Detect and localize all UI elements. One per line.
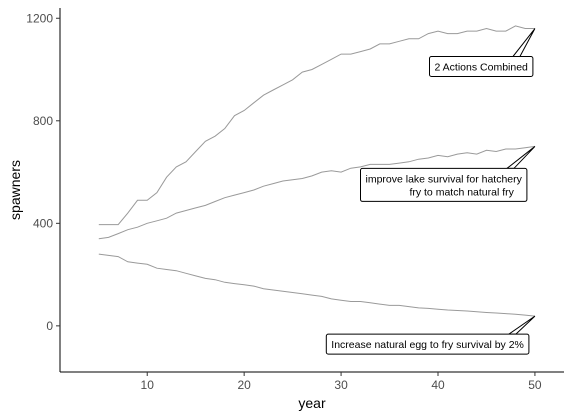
x-ticks: 10 20 30 40 50 xyxy=(141,372,542,392)
annotation-pointer xyxy=(505,146,536,169)
annotation-pointer xyxy=(507,315,536,335)
x-tick-label: 20 xyxy=(237,378,251,392)
x-tick-label: 30 xyxy=(334,378,348,392)
x-tick-label: 50 xyxy=(528,378,542,392)
y-tick-label: 800 xyxy=(33,114,53,128)
series-line-2 xyxy=(98,145,535,240)
y-tick-label: 0 xyxy=(46,319,53,333)
x-axis-title: year xyxy=(298,395,326,411)
annotation-text: Increase natural egg to fry survival by … xyxy=(331,339,524,351)
x-tick-label: 40 xyxy=(431,378,445,392)
annotation-text: improve lake survival for hatchery xyxy=(365,173,522,185)
y-axis-title: spawners xyxy=(7,160,23,220)
annotation-3: Increase natural egg to fry survival by … xyxy=(325,315,536,355)
y-tick-label: 1200 xyxy=(26,11,53,25)
x-tick-label: 10 xyxy=(141,378,155,392)
annotations: 2 Actions Combined improve lake survival … xyxy=(325,28,536,355)
annotation-text: fry to match natural fry xyxy=(409,186,514,198)
annotation-box xyxy=(360,167,528,202)
annotation-text: 2 Actions Combined xyxy=(435,62,529,74)
y-ticks: 0 400 800 1200 xyxy=(26,11,60,333)
annotation-1: 2 Actions Combined xyxy=(429,28,536,78)
axes xyxy=(59,8,564,373)
annotation-box xyxy=(429,56,534,78)
series-line-1 xyxy=(98,25,535,226)
y-tick-label: 400 xyxy=(33,216,53,230)
annotation-box xyxy=(325,333,530,355)
series-line-3 xyxy=(98,253,535,317)
series-lines xyxy=(98,25,535,317)
annotation-pointer xyxy=(511,28,536,58)
